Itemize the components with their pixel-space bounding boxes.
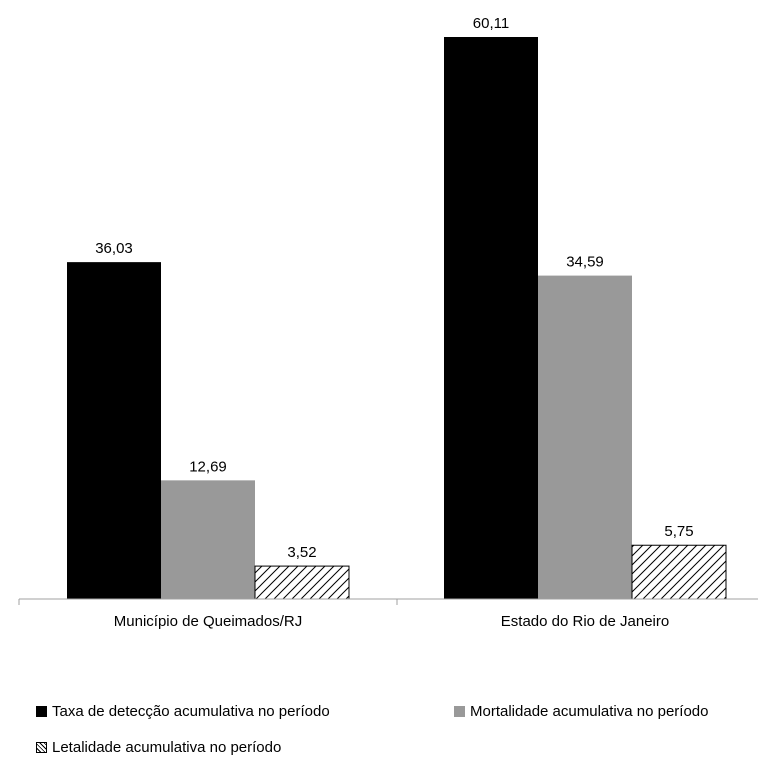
bar-mortality-1 bbox=[538, 275, 632, 599]
bar-detection-1 bbox=[444, 37, 538, 599]
legend-label-mortality: Mortalidade acumulativa no período bbox=[470, 703, 709, 720]
data-label-lethality-0: 3,52 bbox=[287, 544, 316, 561]
legend-swatch-black bbox=[36, 706, 47, 717]
category-label-1: Estado do Rio de Janeiro bbox=[501, 613, 669, 630]
bar-detection-0 bbox=[67, 262, 161, 599]
data-label-mortality-1: 34,59 bbox=[566, 254, 604, 271]
category-label-0: Município de Queimados/RJ bbox=[114, 613, 302, 630]
legend-swatch-gray bbox=[454, 706, 465, 717]
legend-item-mortality: Mortalidade acumulativa no período bbox=[454, 703, 708, 720]
bar-mortality-0 bbox=[161, 480, 255, 599]
data-label-detection-1: 60,11 bbox=[473, 15, 509, 32]
legend-swatch-hatch bbox=[36, 742, 47, 753]
legend-item-lethality: Letalidade acumulativa no período bbox=[36, 739, 281, 756]
legend-item-detection: Taxa de detecção acumulativa no período bbox=[36, 703, 330, 720]
bar-lethality-1 bbox=[631, 544, 727, 600]
data-label-mortality-0: 12,69 bbox=[189, 458, 227, 475]
bar-lethality-0 bbox=[254, 565, 350, 600]
bar-chart: 36,03 60,11 12,69 34,59 3,52 5,75 Município d… bbox=[18, 15, 758, 630]
legend-label-lethality: Letalidade acumulativa no período bbox=[52, 739, 282, 756]
legend-label-detection: Taxa de detecção acumulativa no período bbox=[52, 703, 330, 720]
data-label-detection-0: 36,03 bbox=[95, 240, 133, 257]
data-label-lethality-1: 5,75 bbox=[664, 523, 693, 540]
